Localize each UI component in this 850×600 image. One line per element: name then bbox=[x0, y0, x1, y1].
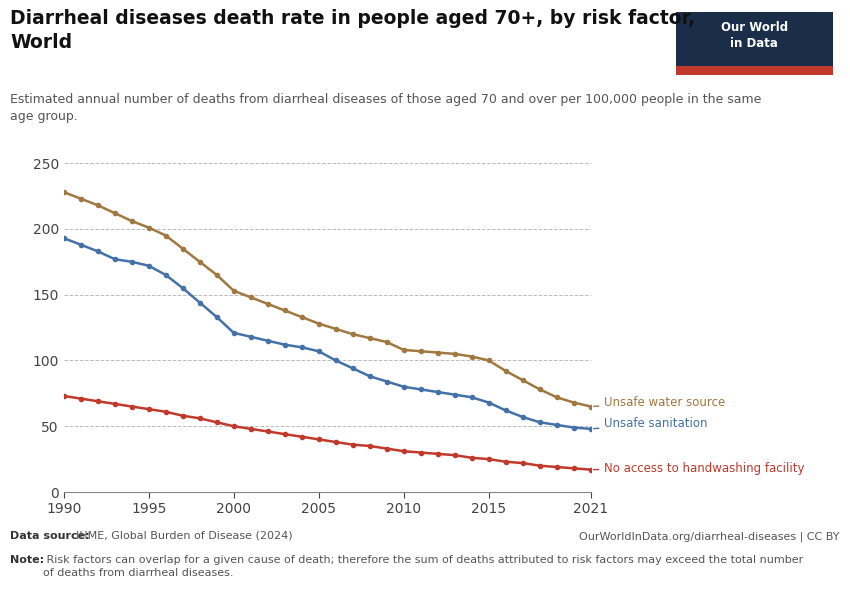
Bar bbox=[676, 65, 833, 75]
Text: Note:: Note: bbox=[10, 555, 44, 565]
Text: Unsafe water source: Unsafe water source bbox=[593, 396, 726, 409]
Text: OurWorldInData.org/diarrheal-diseases | CC BY: OurWorldInData.org/diarrheal-diseases | … bbox=[580, 531, 840, 541]
Text: IHME, Global Burden of Disease (2024): IHME, Global Burden of Disease (2024) bbox=[76, 531, 292, 541]
Text: Data source:: Data source: bbox=[10, 531, 94, 541]
Text: Unsafe sanitation: Unsafe sanitation bbox=[593, 417, 708, 430]
FancyBboxPatch shape bbox=[676, 12, 833, 75]
Text: No access to handwashing facility: No access to handwashing facility bbox=[593, 462, 805, 475]
Text: Our World
in Data: Our World in Data bbox=[721, 22, 788, 50]
Text: Estimated annual number of deaths from diarrheal diseases of those aged 70 and o: Estimated annual number of deaths from d… bbox=[10, 93, 762, 123]
Text: Diarrheal diseases death rate in people aged 70+, by risk factor,
World: Diarrheal diseases death rate in people … bbox=[10, 9, 695, 52]
Text: Risk factors can overlap for a given cause of death; therefore the sum of deaths: Risk factors can overlap for a given cau… bbox=[43, 555, 803, 578]
